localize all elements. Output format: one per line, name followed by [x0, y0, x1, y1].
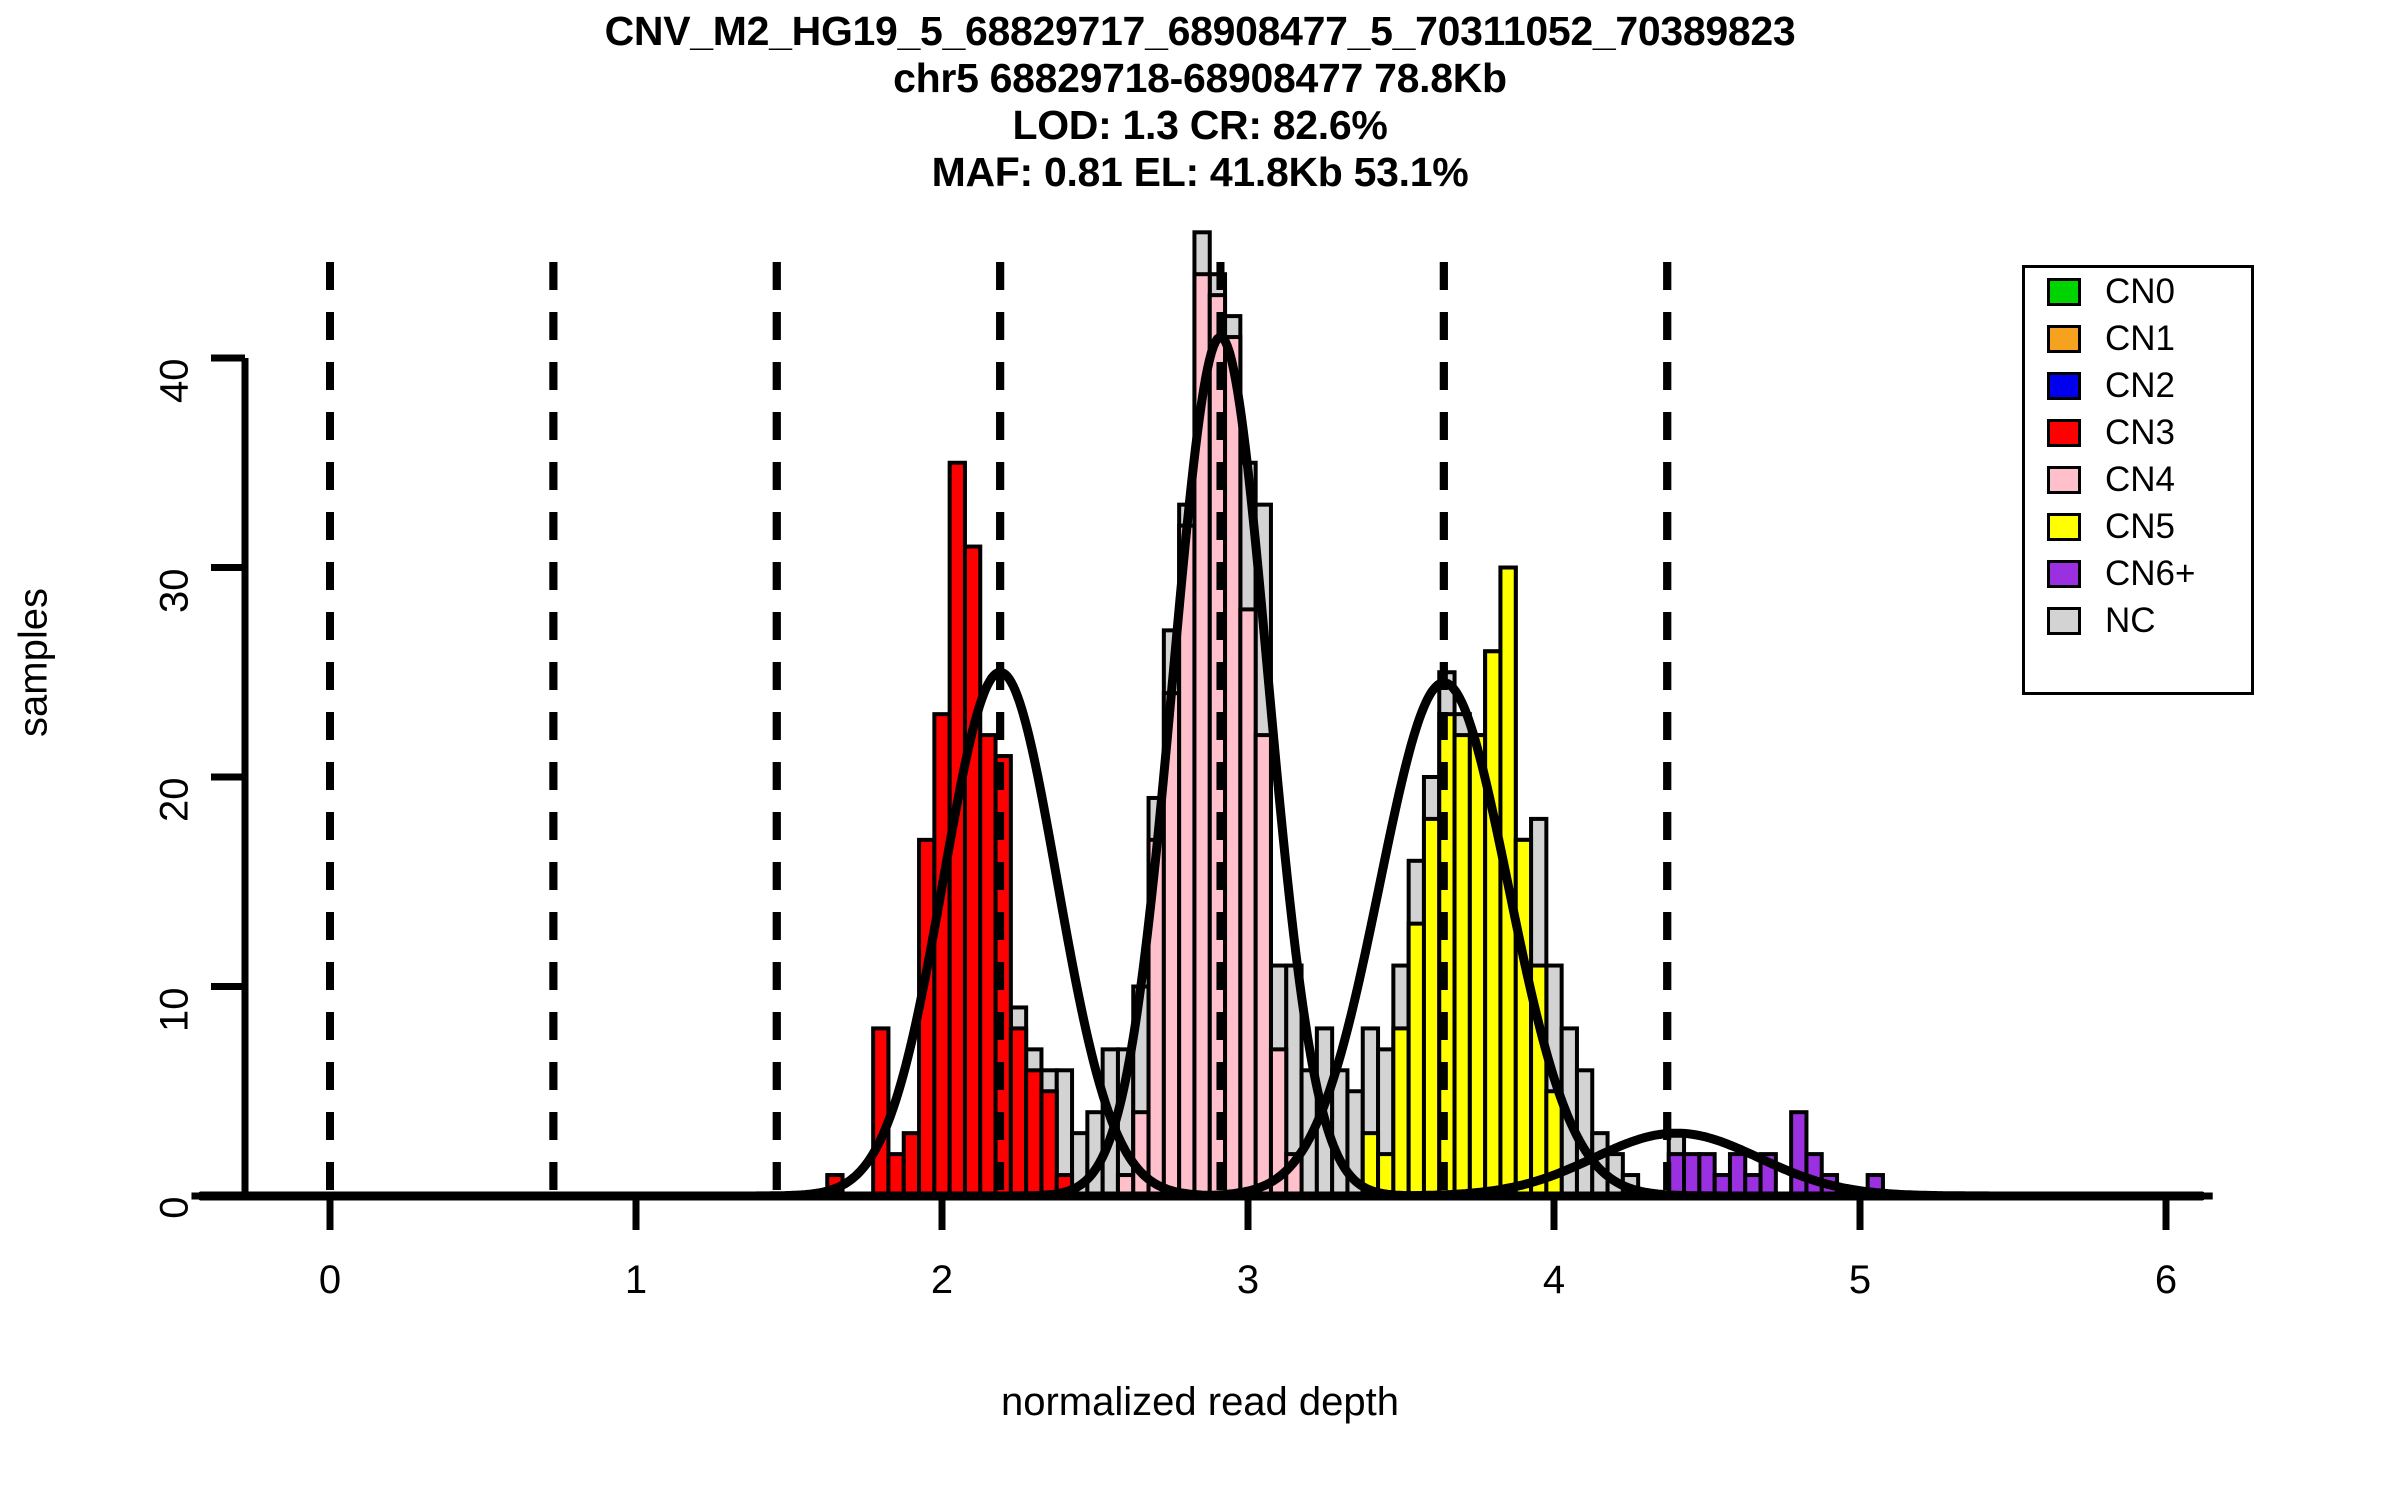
legend-swatch-icon [2047, 324, 2081, 353]
legend-label: CN5 [2105, 507, 2176, 546]
bar-sample [1406, 921, 1426, 1199]
bar-sample [1682, 1152, 1702, 1198]
bar-sample [1452, 733, 1472, 1198]
bar-sample [1253, 733, 1273, 1198]
bar-sample [1697, 1152, 1717, 1198]
bar-sample [1391, 1026, 1411, 1199]
bar-sample [1421, 816, 1442, 1199]
legend-item-cn1[interactable]: CN1 [2025, 315, 2251, 362]
legend-swatch-icon [2047, 465, 2081, 494]
x-axis-label: normalized read depth [1000, 1380, 1400, 1424]
legend-item-cn3[interactable]: CN3 [2025, 409, 2251, 456]
bar-sample [1483, 649, 1503, 1198]
title-line-1: CNV_M2_HG19_5_68829717_68908477_5_703110… [604, 8, 1796, 54]
bar-sample [901, 1131, 922, 1199]
legend-swatch-icon [2047, 371, 2081, 400]
legend-item-cn2[interactable]: CN2 [2025, 362, 2251, 409]
bar-sample [962, 544, 983, 1198]
bar-sample [1024, 1068, 1044, 1199]
x-tick-label: 6 [2154, 1258, 2178, 1302]
legend-swatch-icon [2047, 512, 2081, 541]
legend-item-cn5[interactable]: CN5 [2025, 503, 2251, 550]
bar-sample [1467, 733, 1488, 1198]
nc-bars [1008, 230, 1687, 1199]
legend-label: CN0 [2105, 272, 2176, 311]
x-tick-label: 2 [930, 1258, 954, 1302]
bar-sample [1223, 335, 1243, 1198]
bar-sample [1727, 1152, 1748, 1198]
bar-sample [1008, 1026, 1029, 1199]
legend-label: CN3 [2105, 413, 2176, 452]
x-tick-label: 4 [1542, 1258, 1566, 1302]
legend-label: CN6+ [2105, 554, 2196, 593]
bar-sample [1238, 607, 1258, 1198]
bar-sample [1789, 1110, 1809, 1198]
bar-sample [1513, 837, 1534, 1198]
x-tick-label: 0 [318, 1258, 342, 1302]
bar-sample [1039, 1089, 1059, 1198]
legend-label: CN4 [2105, 460, 2176, 499]
legend-swatch-icon [2047, 277, 2081, 306]
bar-sample [871, 1026, 891, 1199]
legend-item-cn4[interactable]: CN4 [2025, 456, 2251, 503]
y-tick-label: 0 [152, 1196, 197, 1219]
legend-swatch-icon [2047, 606, 2081, 635]
legend-swatch-icon [2047, 559, 2081, 588]
bar-sample [886, 1152, 906, 1198]
x-tick-label: 1 [624, 1258, 648, 1302]
y-tick-label: 30 [152, 568, 197, 613]
legend-swatch-icon [2047, 418, 2081, 447]
legend: CN0 CN1 CN2 CN3 CN4 CN5 CN6+ NC [2022, 265, 2254, 695]
legend-label: CN1 [2105, 319, 2176, 358]
colored-bars [825, 272, 1885, 1199]
axes [191, 354, 2213, 1230]
legend-item-cn6plus[interactable]: CN6+ [2025, 550, 2251, 597]
x-tick-label: 3 [1236, 1258, 1260, 1302]
bar-sample [932, 712, 952, 1199]
x-tick-label: 5 [1848, 1258, 1872, 1302]
y-tick-label: 20 [152, 777, 197, 823]
y-tick-label: 40 [152, 358, 197, 404]
vertical-threshold-lines-top [326, 262, 1672, 1196]
legend-label: NC [2105, 601, 2156, 640]
legend-item-nc[interactable]: NC [2025, 597, 2251, 644]
legend-label: CN2 [2105, 366, 2176, 405]
chart-title: CNV_M2_HG19_5_68829717_68908477_5_703110… [0, 8, 2400, 196]
title-line-4: MAF: 0.81 EL: 41.8Kb 53.1% [931, 149, 1469, 195]
bar-sample [978, 733, 998, 1198]
legend-item-cn0[interactable]: CN0 [2025, 268, 2251, 315]
y-tick-label: 10 [152, 987, 197, 1032]
title-line-3: LOD: 1.3 CR: 82.6% [1012, 102, 1388, 148]
bar-sample [1131, 1110, 1151, 1198]
title-line-2: chr5 68829718-68908477 78.8Kb [893, 55, 1507, 101]
